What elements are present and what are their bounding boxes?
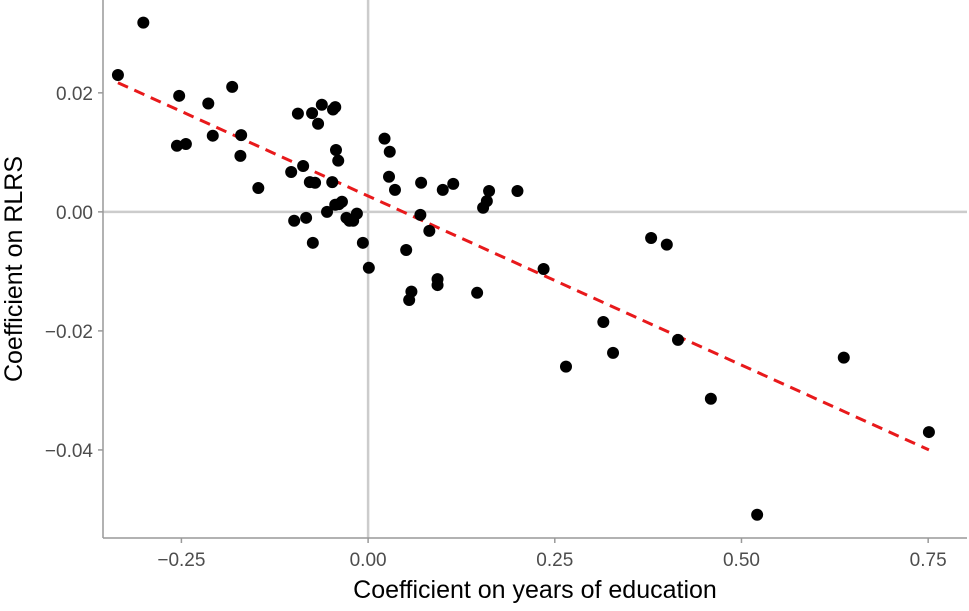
data-point bbox=[672, 333, 685, 346]
y-tick-label: 0.02 bbox=[56, 84, 93, 105]
data-point bbox=[252, 182, 265, 195]
data-point bbox=[170, 139, 183, 152]
y-axis-label: Coefficient on RLRS bbox=[0, 156, 28, 382]
data-point bbox=[315, 98, 328, 111]
data-point bbox=[206, 129, 219, 142]
data-point bbox=[405, 285, 418, 298]
data-point bbox=[436, 183, 449, 196]
points-group bbox=[111, 16, 935, 521]
data-point bbox=[645, 232, 658, 245]
axes bbox=[98, 0, 967, 543]
data-point bbox=[321, 205, 334, 218]
data-point bbox=[291, 107, 304, 120]
data-point bbox=[350, 207, 363, 220]
data-point bbox=[306, 236, 319, 249]
data-point bbox=[837, 351, 850, 364]
fit-line-group bbox=[117, 81, 930, 452]
x-tick-label: −0.25 bbox=[157, 550, 205, 571]
data-point bbox=[356, 236, 369, 249]
data-point bbox=[415, 176, 428, 189]
data-point bbox=[137, 16, 150, 29]
data-point bbox=[234, 149, 247, 162]
x-tick-label: 0.50 bbox=[723, 550, 760, 571]
data-point bbox=[288, 214, 301, 227]
y-tick-label: −0.04 bbox=[45, 441, 94, 462]
data-point bbox=[414, 208, 427, 221]
data-point bbox=[400, 243, 413, 256]
data-point bbox=[607, 346, 620, 359]
data-point bbox=[447, 177, 460, 190]
data-point bbox=[480, 195, 493, 208]
data-point bbox=[111, 68, 124, 81]
fit-line bbox=[117, 81, 930, 452]
data-point bbox=[332, 154, 345, 167]
x-tick-label: 0.75 bbox=[910, 550, 947, 571]
data-point bbox=[329, 143, 342, 156]
data-point bbox=[329, 101, 342, 114]
data-point bbox=[202, 97, 215, 110]
data-point bbox=[306, 107, 319, 120]
x-tick-label: 0.00 bbox=[350, 550, 387, 571]
data-point bbox=[511, 185, 524, 198]
data-point bbox=[235, 129, 248, 142]
x-axis-label: Coefficient on years of education bbox=[353, 576, 717, 604]
data-point bbox=[179, 138, 192, 151]
data-point bbox=[362, 261, 375, 274]
data-point bbox=[537, 263, 550, 275]
reference-lines bbox=[103, 0, 967, 538]
data-point bbox=[173, 89, 186, 102]
data-point bbox=[312, 117, 325, 130]
data-point bbox=[309, 176, 322, 189]
data-point bbox=[660, 238, 673, 251]
data-point bbox=[383, 170, 396, 183]
data-point bbox=[483, 185, 496, 198]
data-point bbox=[297, 160, 310, 173]
y-tick-label: 0.00 bbox=[56, 203, 93, 224]
data-point bbox=[922, 426, 935, 439]
data-point bbox=[423, 224, 436, 237]
x-tick-label: 0.25 bbox=[536, 550, 573, 571]
tick-labels: −0.25 0.00 0.25 0.50 0.75 0.02 0.00 −0.02 −0.04 bbox=[45, 84, 947, 571]
data-point bbox=[704, 392, 717, 405]
data-point bbox=[326, 176, 339, 189]
data-point bbox=[751, 508, 764, 521]
data-point bbox=[431, 279, 444, 292]
data-point bbox=[226, 80, 239, 93]
y-tick-label: −0.02 bbox=[45, 322, 93, 343]
data-point bbox=[388, 183, 401, 196]
data-point bbox=[383, 145, 396, 158]
data-point bbox=[378, 132, 391, 145]
data-point bbox=[335, 195, 348, 208]
data-point bbox=[471, 286, 484, 299]
data-point bbox=[597, 315, 610, 328]
data-point bbox=[285, 165, 298, 178]
data-point bbox=[300, 211, 313, 224]
data-point bbox=[559, 360, 572, 373]
